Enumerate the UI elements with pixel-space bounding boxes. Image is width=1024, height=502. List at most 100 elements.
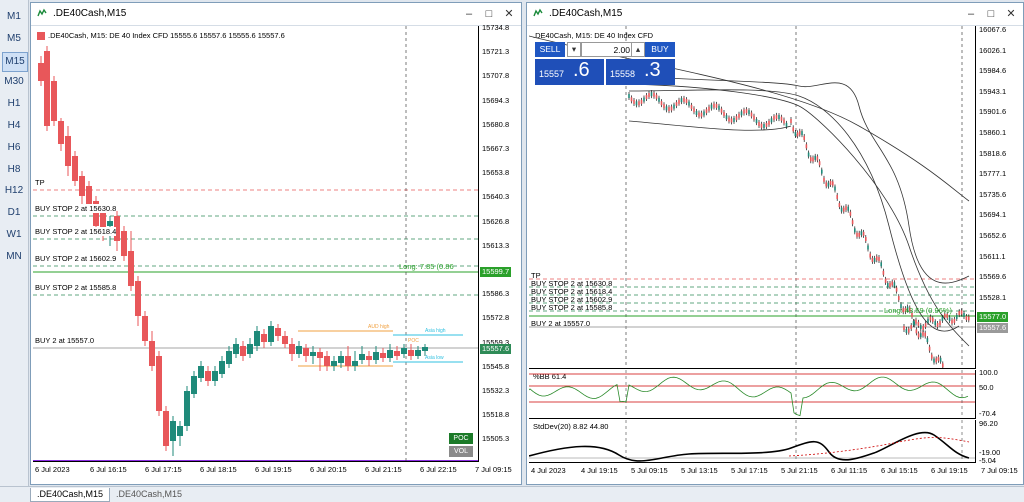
candle [261,334,267,342]
candle [688,101,690,106]
chart-window-icon [37,8,47,17]
close-button[interactable]: ✕ [1006,8,1016,20]
candle [934,321,936,326]
timeframe-bar: M1 M5 M15 M30 H1 H4 H6 H8 H12 D1 W1 MN [0,0,29,486]
candle [58,121,64,144]
candle [268,326,274,342]
candle [893,282,896,287]
maximize-button[interactable]: □ [485,8,493,20]
candle [51,81,57,121]
candle [191,376,197,394]
candle [851,220,854,225]
candle [917,333,920,338]
bb-indicator-panel[interactable]: %BB 61.4 [529,370,976,419]
candle [338,356,344,363]
timeframe-d1[interactable]: D1 [7,207,21,219]
maximize-button[interactable]: □ [987,8,995,20]
candle [946,313,948,318]
volume-input[interactable] [581,42,633,57]
timeframe-m1[interactable]: M1 [7,11,21,22]
candle [796,132,799,137]
candle [240,346,246,356]
candle [843,207,845,212]
candle [683,97,685,102]
candle [889,283,891,288]
timeframe-h12[interactable]: H12 [4,185,24,197]
time-tick: 7 Jul 09:15 [475,465,512,474]
chart-header: .DE40Cash, M15: DE 40 Index CFD 15555.6 … [37,31,285,41]
candle [834,186,836,191]
candle [849,211,852,216]
sell-button[interactable]: SELL [535,42,565,57]
time-tick: 6 Jul 18:15 [200,465,237,474]
candle [310,352,316,356]
timeframe-h6[interactable]: H6 [7,141,21,153]
close-button[interactable]: ✕ [504,8,514,20]
timeframe-mn[interactable]: MN [6,250,22,262]
candle [823,177,825,182]
candle [856,232,858,237]
candle [953,318,956,323]
chart-tab-1[interactable]: .DE40Cash,M15 [30,488,111,502]
candle [359,354,365,360]
bb-indicator-line [529,370,975,418]
candle [44,51,50,126]
volume-increase-button[interactable]: ▴ [631,42,645,57]
candle [630,97,633,102]
candle [936,322,939,327]
order-label: BUY STOP 2 at 15630.8 [35,204,117,213]
candle [927,318,929,323]
candle [780,116,783,121]
candle [799,130,801,135]
ask-quote[interactable]: 15558 .3 [606,59,675,85]
candle [920,325,922,330]
candle [254,331,260,346]
price-axis-right: 16067.6 16026.1 15984.6 15943.1 15901.6 15860… [977,25,1021,368]
candle [725,115,728,120]
candle [275,328,281,336]
timeframe-w1[interactable]: W1 [6,229,22,240]
candle [810,157,812,162]
minimize-button[interactable]: – [967,8,975,20]
timeframe-h4[interactable]: H4 [7,120,21,131]
candle [783,119,785,124]
candle [685,99,688,104]
minimize-button[interactable]: – [465,8,473,20]
timeframe-h8[interactable]: H8 [7,163,21,175]
price-tick: 15721.3 [482,47,510,57]
price-chart-left[interactable]: .DE40Cash, M15: DE 40 Index CFD 15555.6 … [33,26,479,462]
price-tick: 15818.6 [979,148,1007,158]
price-tick: 15640.3 [482,192,510,202]
candle [715,103,718,108]
chart-tab-2[interactable]: .DE40Cash,M15 [116,489,183,499]
time-tick: 6 Jul 17:15 [145,465,182,474]
candle [303,348,309,356]
timeframe-h1[interactable]: H1 [7,98,21,110]
buy-button[interactable]: BUY [645,42,675,57]
candle [758,121,760,126]
price-axis-left: 15734.8 15721.3 15707.8 15694.3 15680.8 15667… [480,23,520,461]
candle [380,353,386,358]
poc-button[interactable]: POC [449,433,473,444]
candle [670,106,673,111]
stddev-indicator-panel[interactable]: StdDev(20) 8.82 44.80 [529,420,976,463]
bollinger-lower [628,89,960,332]
timeframe-m30[interactable]: M30 [4,76,24,88]
timeframe-m15[interactable]: M15 [2,51,28,72]
asia-high-label: Asia high [425,328,446,334]
bid-quote[interactable]: 15557 .6 [535,59,604,85]
candle [922,331,924,336]
candle [792,127,794,132]
candle [643,97,645,102]
price-tick: 15586.3 [482,289,510,299]
volume-decrease-button[interactable]: ▾ [567,42,581,57]
timeframe-m5[interactable]: M5 [7,32,21,44]
bollinger-upper [628,75,970,284]
candle [628,94,630,98]
vol-button[interactable]: VOL [449,446,473,457]
candle [937,356,940,361]
candle [770,118,773,123]
price-tag: 15557.6 [480,344,512,354]
time-tick: 7 Jul 09:15 [981,466,1018,475]
candle [745,109,748,114]
